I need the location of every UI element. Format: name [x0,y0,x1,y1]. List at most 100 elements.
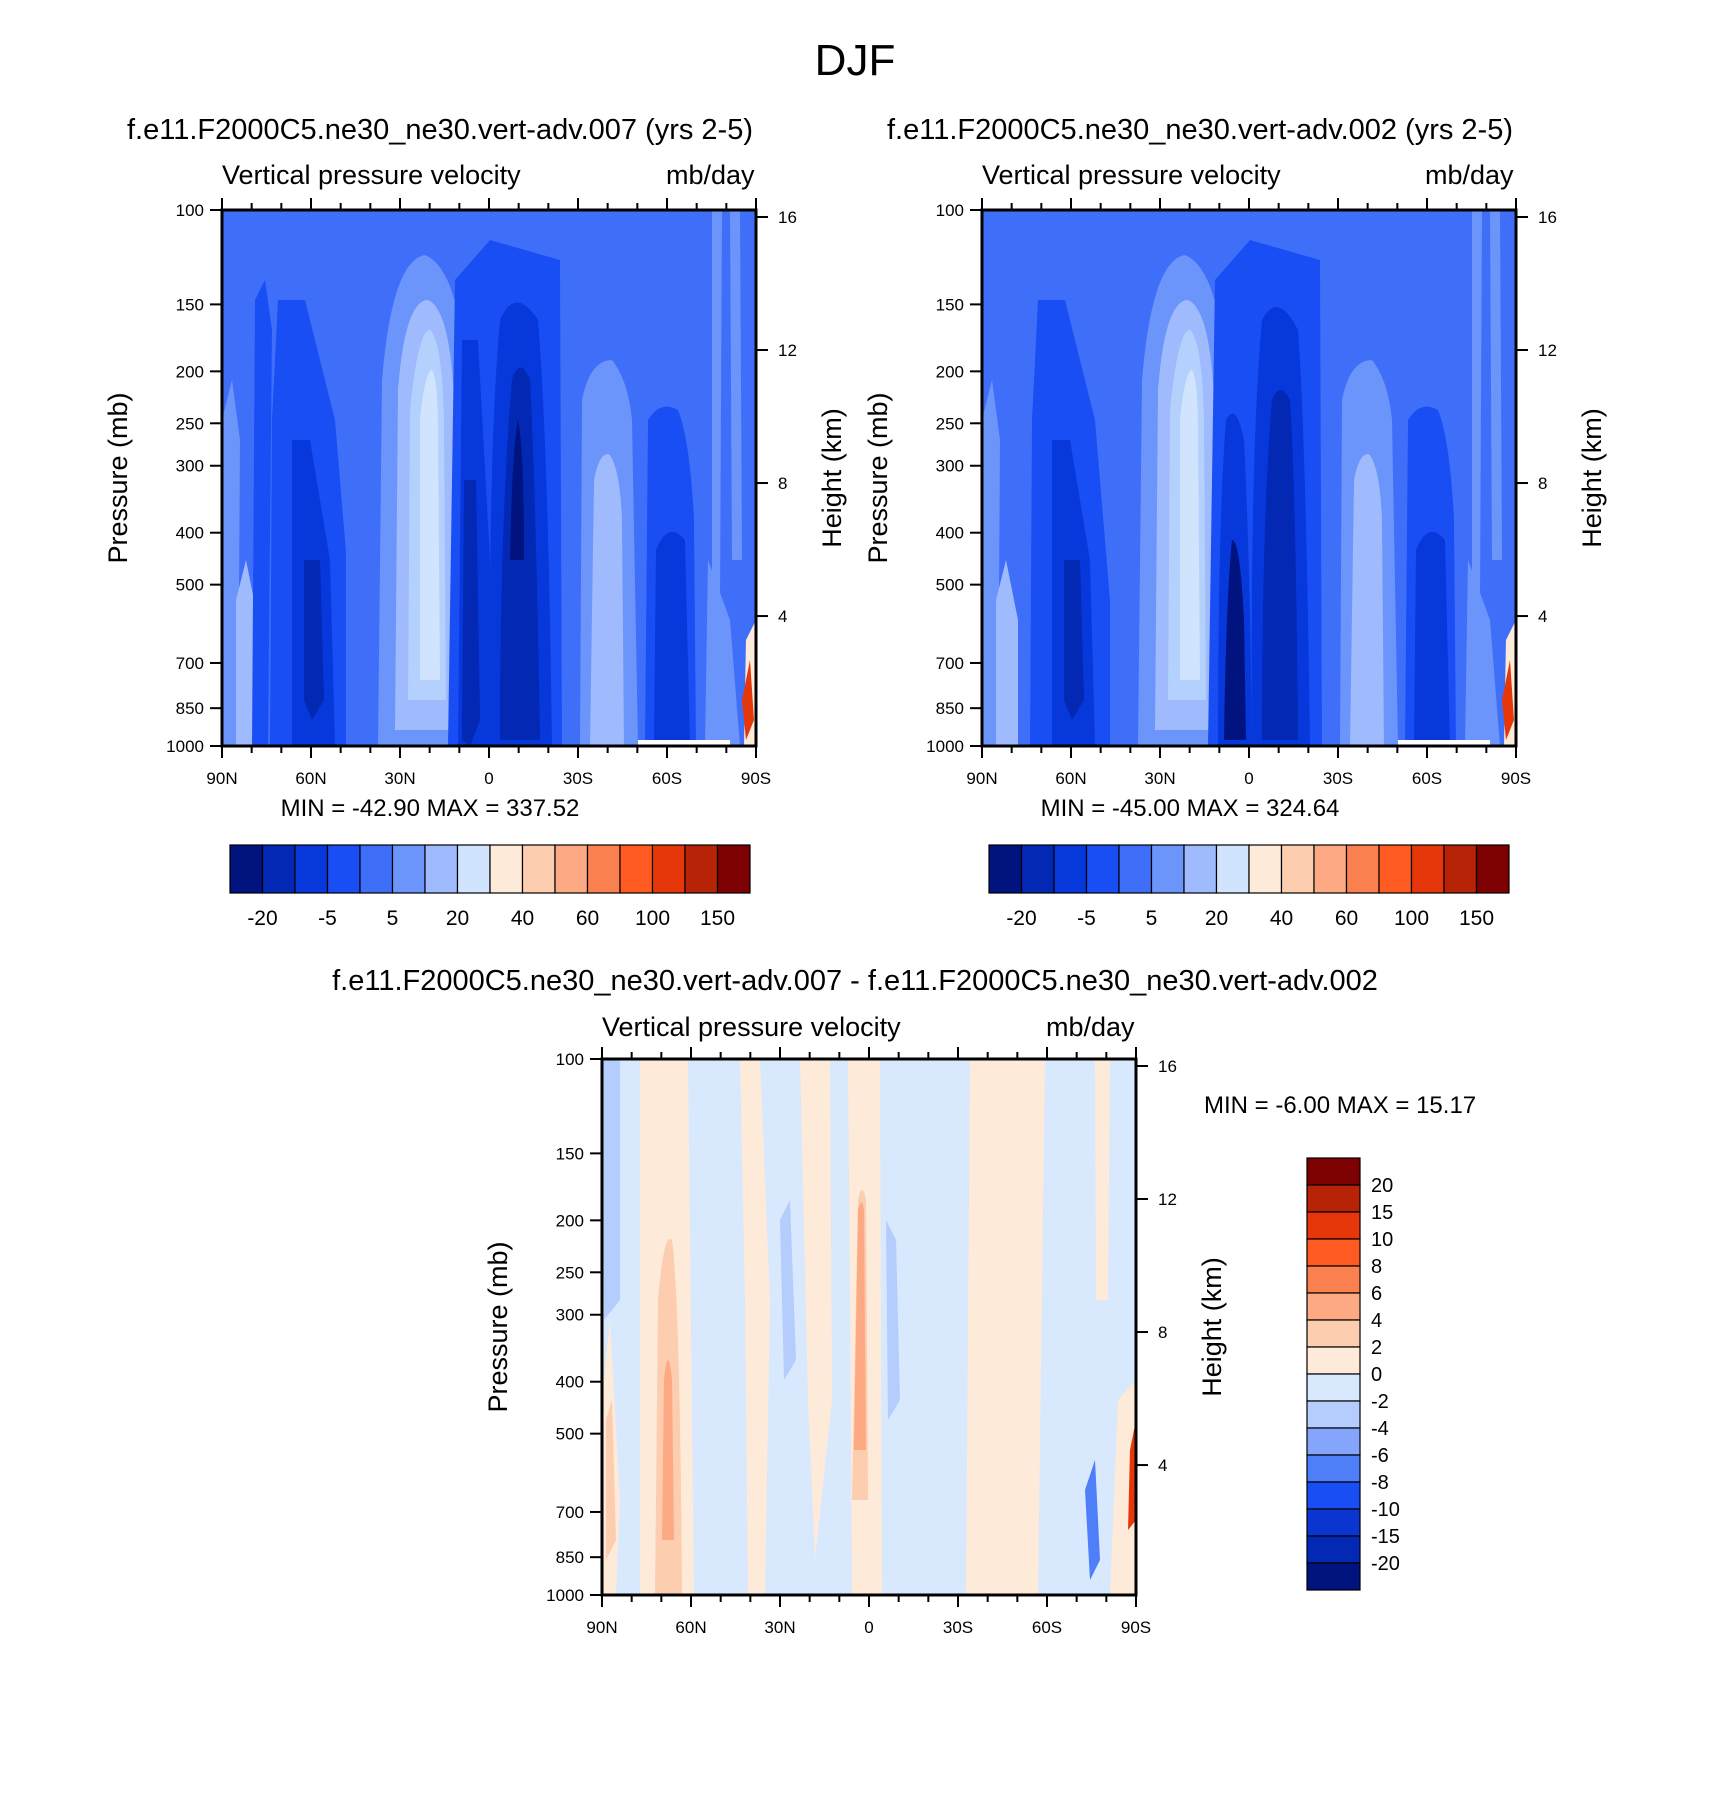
colorbar-label: 5 [1146,907,1158,930]
colorbar-swatch [424,844,459,894]
colorbar-label: -8 [1371,1472,1389,1494]
pressure-tick-label: 400 [176,524,204,543]
contour-region [886,1220,900,1420]
height-axis-title: Height (km) [817,408,847,548]
colorbar-swatch [1183,844,1218,894]
colorbar-swatch [1306,1265,1361,1294]
pressure-tick-label: 500 [556,1425,584,1444]
colorbar-label: 6 [1371,1283,1382,1305]
pressure-tick-label: 500 [176,576,204,595]
latitude-tick-label: 0 [864,1618,873,1637]
contour-region [705,560,740,746]
colorbar-label: -6 [1371,1445,1389,1467]
colorbar-label: 40 [1270,907,1293,930]
colorbar-swatch [1215,844,1250,894]
pressure-tick-label: 300 [936,457,964,476]
contour-region [1110,1380,1136,1595]
colorbar-swatch [1410,844,1445,894]
contour-region [1490,210,1502,560]
colorbar-swatch [1306,1211,1361,1240]
colorbar-swatch [359,844,394,894]
height-axis-title: Height (km) [1577,408,1607,548]
pressure-tick-label: 250 [936,414,964,433]
colorbar-swatch [1306,1292,1361,1321]
latitude-tick-label: 60S [1412,769,1442,788]
colorbar-swatch [716,844,751,894]
contour-region [1350,454,1384,746]
height-tick-label: 16 [1538,208,1557,227]
contour-region [420,370,440,680]
pressure-tick-label: 850 [176,699,204,718]
latitude-tick-label: 60N [1055,769,1086,788]
contour-region [1180,370,1200,680]
height-tick-label: 16 [778,208,797,227]
colorbar-swatch [619,844,654,894]
pressure-tick-label: 150 [936,295,964,314]
colorbar-swatch [1306,1481,1361,1510]
pressure-tick-label: 200 [176,362,204,381]
contour-region [1502,660,1514,740]
latitude-tick-label: 90S [1121,1618,1151,1637]
pressure-tick-label: 850 [556,1548,584,1567]
contour-region [854,1202,866,1450]
pressure-tick-label: 700 [176,654,204,673]
panel-1-axes: 100 150 200 250 300 400 500 700 850 1000 16 12 8 4 90N… [103,198,847,788]
latitude-tick-label: 60N [675,1618,706,1637]
contour-region [730,210,742,560]
height-tick-label: 12 [1158,1190,1177,1209]
latitude-tick-label: 60S [1032,1618,1062,1637]
colorbar-label: -20 [247,907,277,930]
latitude-tick-label: 90N [586,1618,617,1637]
colorbar-label: -15 [1371,1526,1400,1548]
contour-region [462,480,480,746]
contour-region [606,1400,616,1560]
pressure-tick-label: 700 [936,654,964,673]
height-axis-title: Height (km) [1197,1257,1227,1397]
pressure-tick-label: 200 [556,1211,584,1230]
panel-3-plot: 100 150 200 250 300 400 500 700 850 1000 16 12 8 4 90N… [483,1047,1227,1637]
colorbar-swatch [1306,1454,1361,1483]
height-tick-label: 4 [1158,1456,1167,1475]
colorbar-label: -5 [318,907,337,930]
latitude-tick-label: 90S [741,769,771,788]
contour-region [1128,1420,1136,1530]
panel-3-min-max: MIN = -6.00 MAX = 15.17 [1204,1092,1477,1119]
latitude-tick-label: 30N [1144,769,1175,788]
height-tick-label: 8 [1538,474,1547,493]
colorbar-swatch [1306,1319,1361,1348]
latitude-tick-label: 30S [943,1618,973,1637]
colorbar-swatch [1306,1427,1361,1456]
colorbar-label: 10 [1371,1229,1393,1251]
contour-region [590,454,624,746]
colorbar-swatch [1306,1157,1361,1186]
pressure-tick-label: 400 [936,524,964,543]
contour-region [304,560,324,720]
colorbar-label: 2 [1371,1337,1382,1359]
panel-1-variable-label: Vertical pressure velocity [222,160,521,190]
contour-region [510,420,524,560]
pressure-tick-label: 150 [556,1144,584,1163]
height-tick-label: 16 [1158,1057,1177,1076]
colorbar-label: -20 [1371,1553,1400,1575]
colorbar-swatch [1345,844,1380,894]
panel-2-title: f.e11.F2000C5.ne30_ne30.vert-adv.002 (yr… [886,114,1514,146]
latitude-tick-label: 30N [384,769,415,788]
panel-1-contour-field [222,210,756,746]
pressure-tick-label: 100 [556,1050,584,1069]
colorbar-label: -2 [1371,1391,1389,1413]
colorbar-swatch [1306,1400,1361,1429]
colorbar-swatch [1443,844,1478,894]
pressure-tick-label: 300 [556,1306,584,1325]
colorbar-swatch [1306,1238,1361,1267]
contour-region [740,1059,770,1595]
colorbar-swatch [1118,844,1153,894]
colorbar-swatch [1313,844,1348,894]
contour-region [982,380,1000,746]
colorbar-swatch [1020,844,1055,894]
figure-title: DJF [814,36,896,85]
colorbar-swatch [1085,844,1120,894]
pressure-tick-label: 100 [936,201,964,220]
contour-region [996,560,1018,746]
